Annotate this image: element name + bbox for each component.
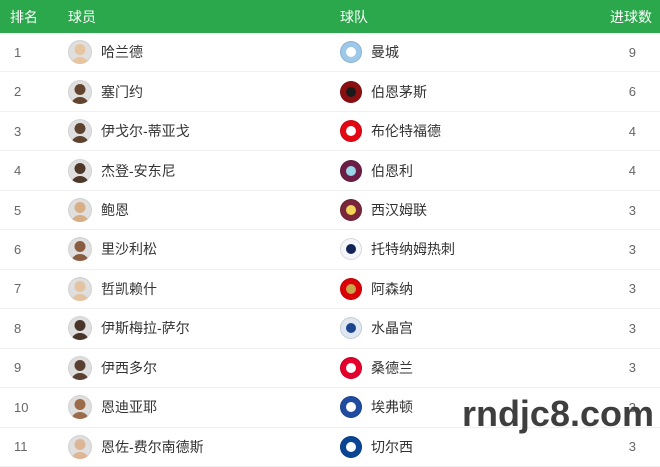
team-name: 桑德兰 <box>371 359 413 376</box>
rank-cell: 5 <box>14 202 22 218</box>
header-player: 球员 <box>68 8 96 25</box>
rank-cell: 1 <box>14 44 22 60</box>
header-goals: 进球数 <box>610 8 652 25</box>
player-name: 恩佐-费尔南德斯 <box>101 438 204 455</box>
goals-cell: 3 <box>628 281 636 297</box>
rank-cell: 10 <box>14 399 29 415</box>
goals-cell: 6 <box>628 84 636 100</box>
table-body: 1 哈兰德 曼城 9 2 塞门约 伯恩茅斯 6 <box>0 33 660 467</box>
table-row: 1 哈兰德 曼城 9 <box>0 33 660 73</box>
player-avatar-icon <box>68 395 92 420</box>
team-name: 水晶宫 <box>371 320 413 337</box>
goals-cell: 4 <box>628 123 636 139</box>
team-name: 切尔西 <box>371 438 413 455</box>
table-row: 6 里沙利松 托特纳姆热刺 3 <box>0 230 660 270</box>
player-avatar-icon <box>68 276 92 301</box>
player-name: 塞门约 <box>101 83 143 100</box>
rank-cell: 6 <box>14 241 22 257</box>
player-avatar-icon <box>68 316 92 341</box>
goals-cell: 3 <box>628 202 636 218</box>
player-avatar-icon <box>68 237 92 262</box>
goals-cell: 3 <box>628 439 636 455</box>
player-avatar-icon <box>68 40 92 65</box>
rank-cell: 2 <box>14 84 22 100</box>
team-crest-icon <box>340 277 362 300</box>
goals-cell: 3 <box>628 360 636 376</box>
goals-cell: 4 <box>628 163 636 179</box>
player-avatar-icon <box>68 119 92 144</box>
player-name: 哈兰德 <box>101 44 143 61</box>
player-avatar-icon <box>68 198 92 223</box>
team-name: 托特纳姆热刺 <box>371 241 455 258</box>
goals-cell: 3 <box>628 241 636 257</box>
goals-cell: 3 <box>628 399 636 415</box>
player-name: 哲凯赖什 <box>101 280 157 297</box>
team-name: 布伦特福德 <box>371 123 441 140</box>
player-avatar-icon <box>68 79 92 104</box>
rank-cell: 4 <box>14 163 22 179</box>
player-name: 伊戈尔-蒂亚戈 <box>101 123 190 140</box>
player-name: 伊斯梅拉-萨尔 <box>101 320 190 337</box>
rank-cell: 8 <box>14 320 22 336</box>
player-avatar-icon <box>68 355 92 380</box>
table-row: 9 伊西多尔 桑德兰 3 <box>0 348 660 389</box>
player-name: 鲍恩 <box>101 202 129 219</box>
goals-cell: 9 <box>628 44 636 60</box>
table-row: 10 恩迪亚耶 埃弗顿 3 <box>0 388 660 428</box>
team-crest-icon <box>340 435 362 458</box>
player-name: 杰登-安东尼 <box>101 162 176 179</box>
team-name: 伯恩茅斯 <box>371 83 427 100</box>
team-name: 曼城 <box>371 44 399 61</box>
header-rank: 排名 <box>10 8 38 25</box>
table-row: 11 恩佐-费尔南德斯 切尔西 3 <box>0 427 660 467</box>
player-avatar-icon <box>68 158 92 183</box>
rank-cell: 3 <box>14 123 22 139</box>
team-name: 阿森纳 <box>371 280 413 297</box>
goals-cell: 3 <box>628 320 636 336</box>
table-row: 7 哲凯赖什 阿森纳 3 <box>0 269 660 310</box>
team-crest-icon <box>340 238 362 261</box>
watermark: rndjc8.com <box>461 393 654 434</box>
rank-cell: 9 <box>14 360 22 376</box>
team-crest-icon <box>340 199 362 222</box>
header-team: 球队 <box>340 8 368 25</box>
table-row: 2 塞门约 伯恩茅斯 6 <box>0 72 660 112</box>
team-name: 西汉姆联 <box>371 202 427 219</box>
table-row: 8 伊斯梅拉-萨尔 水晶宫 3 <box>0 309 660 349</box>
table-row: 5 鲍恩 西汉姆联 3 <box>0 190 660 231</box>
team-crest-icon <box>340 120 362 143</box>
team-crest-icon <box>340 396 362 419</box>
player-name: 伊西多尔 <box>101 359 157 376</box>
team-name: 伯恩利 <box>371 162 413 179</box>
rank-cell: 11 <box>14 439 28 455</box>
team-crest-icon <box>340 41 362 64</box>
team-crest-icon <box>340 317 362 340</box>
player-name: 恩迪亚耶 <box>101 399 157 416</box>
table-row: 4 杰登-安东尼 伯恩利 4 <box>0 151 660 191</box>
player-name: 里沙利松 <box>101 241 157 258</box>
team-crest-icon <box>340 80 362 103</box>
table-header: 排名 球员 球队 进球数 <box>0 0 660 33</box>
rank-cell: 7 <box>14 281 22 297</box>
team-crest-icon <box>340 159 362 182</box>
table-row: 3 伊戈尔-蒂亚戈 布伦特福德 4 <box>0 111 660 152</box>
player-avatar-icon <box>68 434 92 459</box>
team-name: 埃弗顿 <box>371 399 413 416</box>
team-crest-icon <box>340 356 362 379</box>
